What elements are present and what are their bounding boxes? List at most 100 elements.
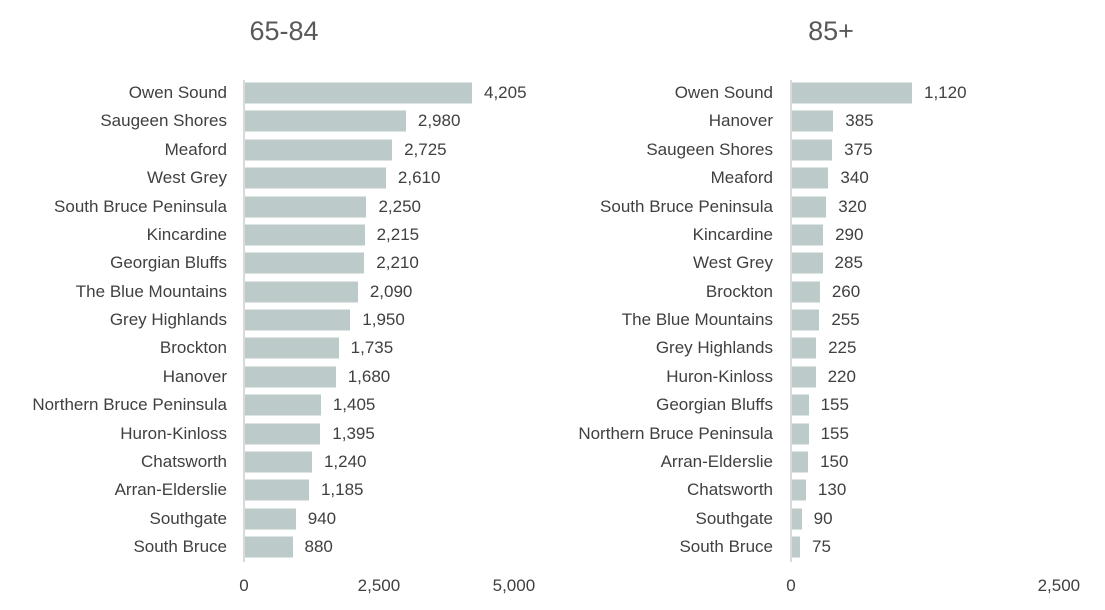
data-label: 155	[820, 395, 849, 415]
bar	[245, 508, 296, 530]
data-label: 340	[840, 168, 869, 188]
data-label: 260	[831, 281, 861, 301]
bar	[792, 139, 833, 161]
bar	[245, 82, 472, 104]
bar	[245, 394, 321, 416]
bar	[792, 423, 809, 444]
x-tick-label: 0	[786, 576, 796, 595]
category-label: Chatsworth	[141, 451, 227, 471]
category-label: Southgate	[695, 508, 773, 528]
bar	[245, 451, 312, 473]
bar	[245, 337, 339, 359]
category-label: Brockton	[159, 338, 227, 358]
category-label: The Blue Mountains	[621, 310, 773, 329]
data-label: 220	[827, 366, 856, 386]
category-label: Arran-Elderslie	[114, 480, 227, 500]
bar	[245, 167, 386, 189]
category-label: Northern Bruce Peninsula	[578, 423, 773, 443]
data-label: 285	[834, 253, 863, 273]
bar	[792, 366, 816, 388]
data-label: 225	[828, 338, 857, 358]
bar	[792, 110, 834, 132]
data-label: 2,210	[376, 253, 419, 273]
bar	[245, 224, 365, 246]
data-label: 75	[812, 537, 831, 556]
category-label: Arran-Elderslie	[660, 451, 773, 471]
bar	[245, 139, 393, 161]
data-label: 255	[831, 310, 860, 329]
category-label: Meaford	[710, 168, 773, 188]
category-label: West Grey	[693, 253, 773, 273]
category-label: Grey Highlands	[655, 338, 773, 358]
bar	[792, 479, 806, 501]
category-label: Hanover	[162, 366, 227, 386]
chart-title: 65-84	[249, 16, 319, 46]
category-label: South Bruce Peninsula	[54, 196, 227, 216]
bar	[245, 479, 309, 501]
data-label: 1,395	[332, 423, 375, 443]
bar	[245, 196, 367, 217]
bar	[792, 252, 823, 274]
category-label: Hanover	[708, 111, 773, 131]
x-tick-label: 0	[239, 576, 249, 595]
chart-title: 85+	[808, 16, 854, 46]
category-label: The Blue Mountains	[75, 281, 227, 301]
data-label: 90	[813, 508, 833, 528]
category-label: South Bruce Peninsula	[600, 196, 773, 216]
x-tick-label: 5,000	[492, 576, 536, 595]
bar	[792, 224, 824, 246]
category-label: Owen Sound	[128, 83, 227, 102]
bar	[245, 281, 358, 303]
bar	[792, 394, 809, 416]
bar	[792, 196, 827, 217]
category-label: West Grey	[147, 168, 227, 188]
category-label: Grey Highlands	[109, 310, 227, 329]
data-label: 880	[304, 537, 333, 556]
data-label: 375	[844, 139, 873, 159]
data-label: 1,240	[323, 451, 367, 471]
data-label: 2,215	[376, 224, 420, 244]
data-label: 130	[817, 480, 847, 500]
category-label: Kincardine	[146, 224, 227, 244]
bar	[245, 423, 321, 444]
category-label: Saugeen Shores	[100, 111, 227, 131]
x-tick-label: 2,500	[357, 576, 401, 595]
category-label: Northern Bruce Peninsula	[32, 395, 227, 415]
data-label: 1,680	[347, 366, 391, 386]
data-label: 2,980	[417, 111, 461, 131]
data-label: 1,950	[362, 310, 405, 329]
y-axis-line	[243, 80, 245, 562]
bar	[792, 536, 801, 558]
category-label: South Bruce	[133, 537, 227, 556]
bar	[245, 252, 365, 274]
bar	[792, 167, 829, 189]
data-label: 150	[820, 451, 849, 471]
bar	[792, 309, 820, 331]
category-label: Brockton	[705, 281, 773, 301]
data-label: 385	[845, 111, 874, 131]
bar	[792, 508, 802, 530]
category-label: Georgian Bluffs	[656, 395, 773, 415]
category-label: Meaford	[164, 139, 227, 159]
category-label: Saugeen Shores	[646, 139, 773, 159]
bar	[792, 451, 809, 473]
data-label: 2,725	[404, 139, 447, 159]
category-label: Southgate	[149, 508, 227, 528]
bar	[245, 110, 406, 132]
category-label: Huron-Kinloss	[120, 423, 227, 443]
bar	[245, 536, 293, 558]
category-label: Owen Sound	[674, 83, 773, 102]
category-label: Georgian Bluffs	[110, 253, 227, 273]
data-label: 1,120	[924, 83, 967, 102]
category-label: Kincardine	[692, 224, 773, 244]
data-label: 2,090	[369, 281, 413, 301]
bar	[792, 337, 817, 359]
x-tick-label: 2,500	[1037, 576, 1081, 595]
data-label: 1,405	[332, 395, 376, 415]
data-label: 1,185	[320, 480, 364, 500]
category-label: South Bruce	[679, 537, 773, 556]
data-label: 1,735	[350, 338, 394, 358]
data-label: 320	[838, 196, 867, 216]
y-axis-line	[790, 80, 792, 562]
bar	[792, 281, 820, 303]
